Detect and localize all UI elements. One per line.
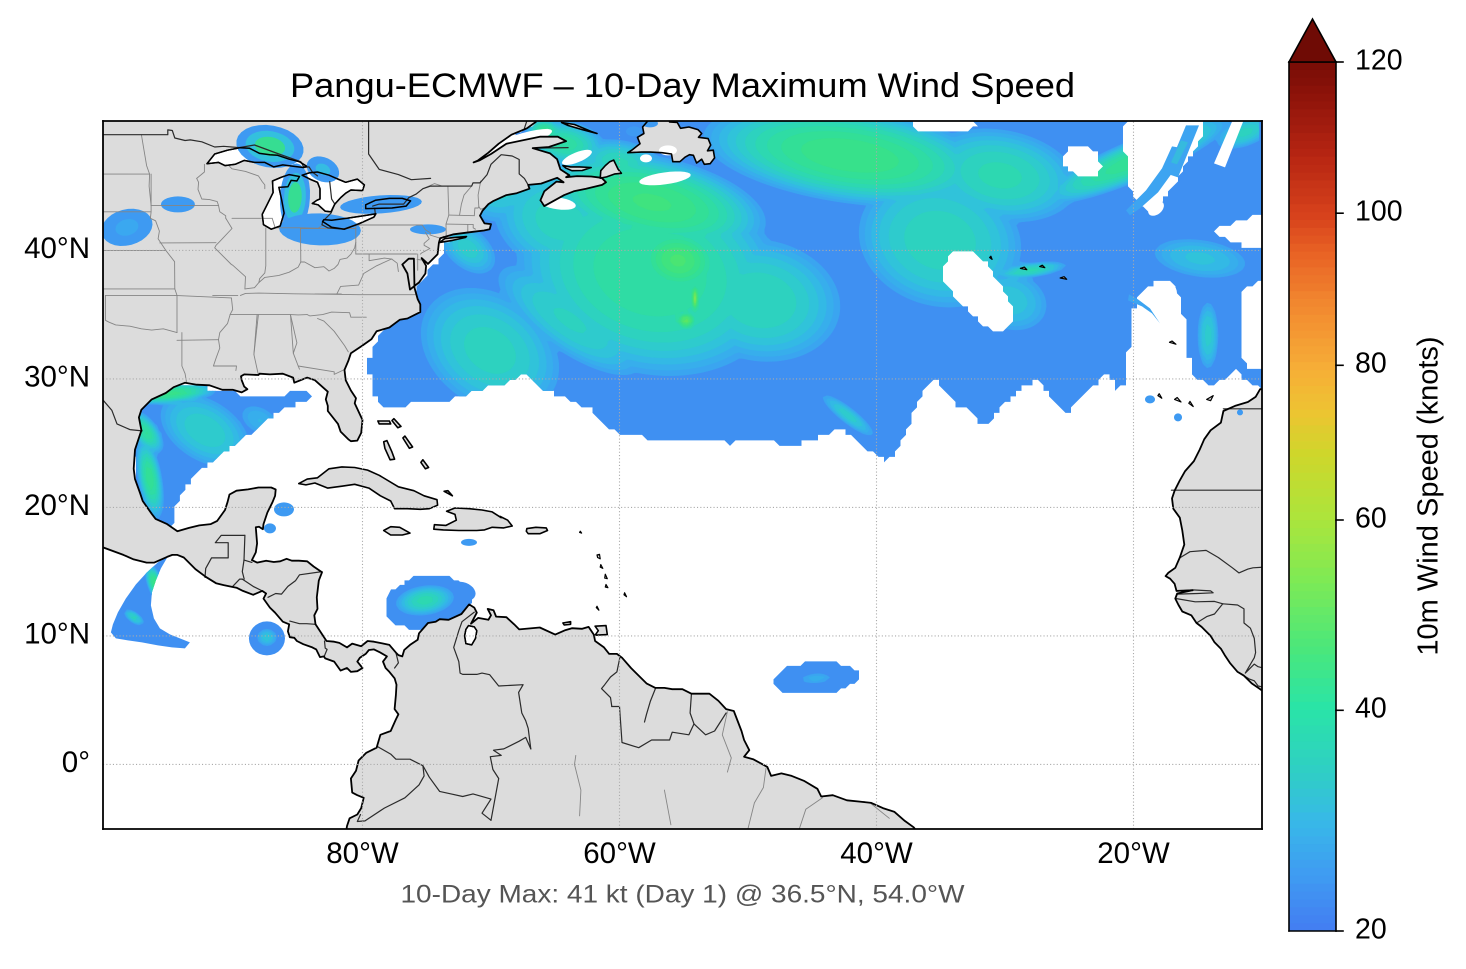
svg-text:80°W: 80°W bbox=[326, 837, 399, 870]
svg-text:60: 60 bbox=[1355, 502, 1387, 534]
svg-text:40°W: 40°W bbox=[840, 837, 913, 870]
svg-text:100: 100 bbox=[1355, 196, 1403, 228]
svg-text:10-Day Max: 41 kt (Day 1) @ 36: 10-Day Max: 41 kt (Day 1) @ 36.5°N, 54.0… bbox=[401, 881, 965, 909]
svg-text:120: 120 bbox=[1355, 44, 1403, 76]
svg-text:40°N: 40°N bbox=[24, 232, 90, 265]
svg-text:Pangu-ECMWF – 10-Day Maximum W: Pangu-ECMWF – 10-Day Maximum Wind Speed bbox=[290, 67, 1075, 105]
svg-text:30°N: 30°N bbox=[24, 361, 90, 394]
svg-text:10m Wind Speed (knots): 10m Wind Speed (knots) bbox=[1413, 336, 1445, 655]
svg-text:40: 40 bbox=[1355, 693, 1387, 725]
svg-text:20°W: 20°W bbox=[1097, 837, 1170, 870]
svg-text:80: 80 bbox=[1355, 348, 1387, 380]
svg-text:0°: 0° bbox=[62, 746, 90, 779]
svg-text:10°N: 10°N bbox=[24, 618, 90, 651]
svg-text:20°N: 20°N bbox=[24, 489, 90, 522]
svg-text:20: 20 bbox=[1355, 913, 1387, 945]
svg-text:60°W: 60°W bbox=[583, 837, 656, 870]
